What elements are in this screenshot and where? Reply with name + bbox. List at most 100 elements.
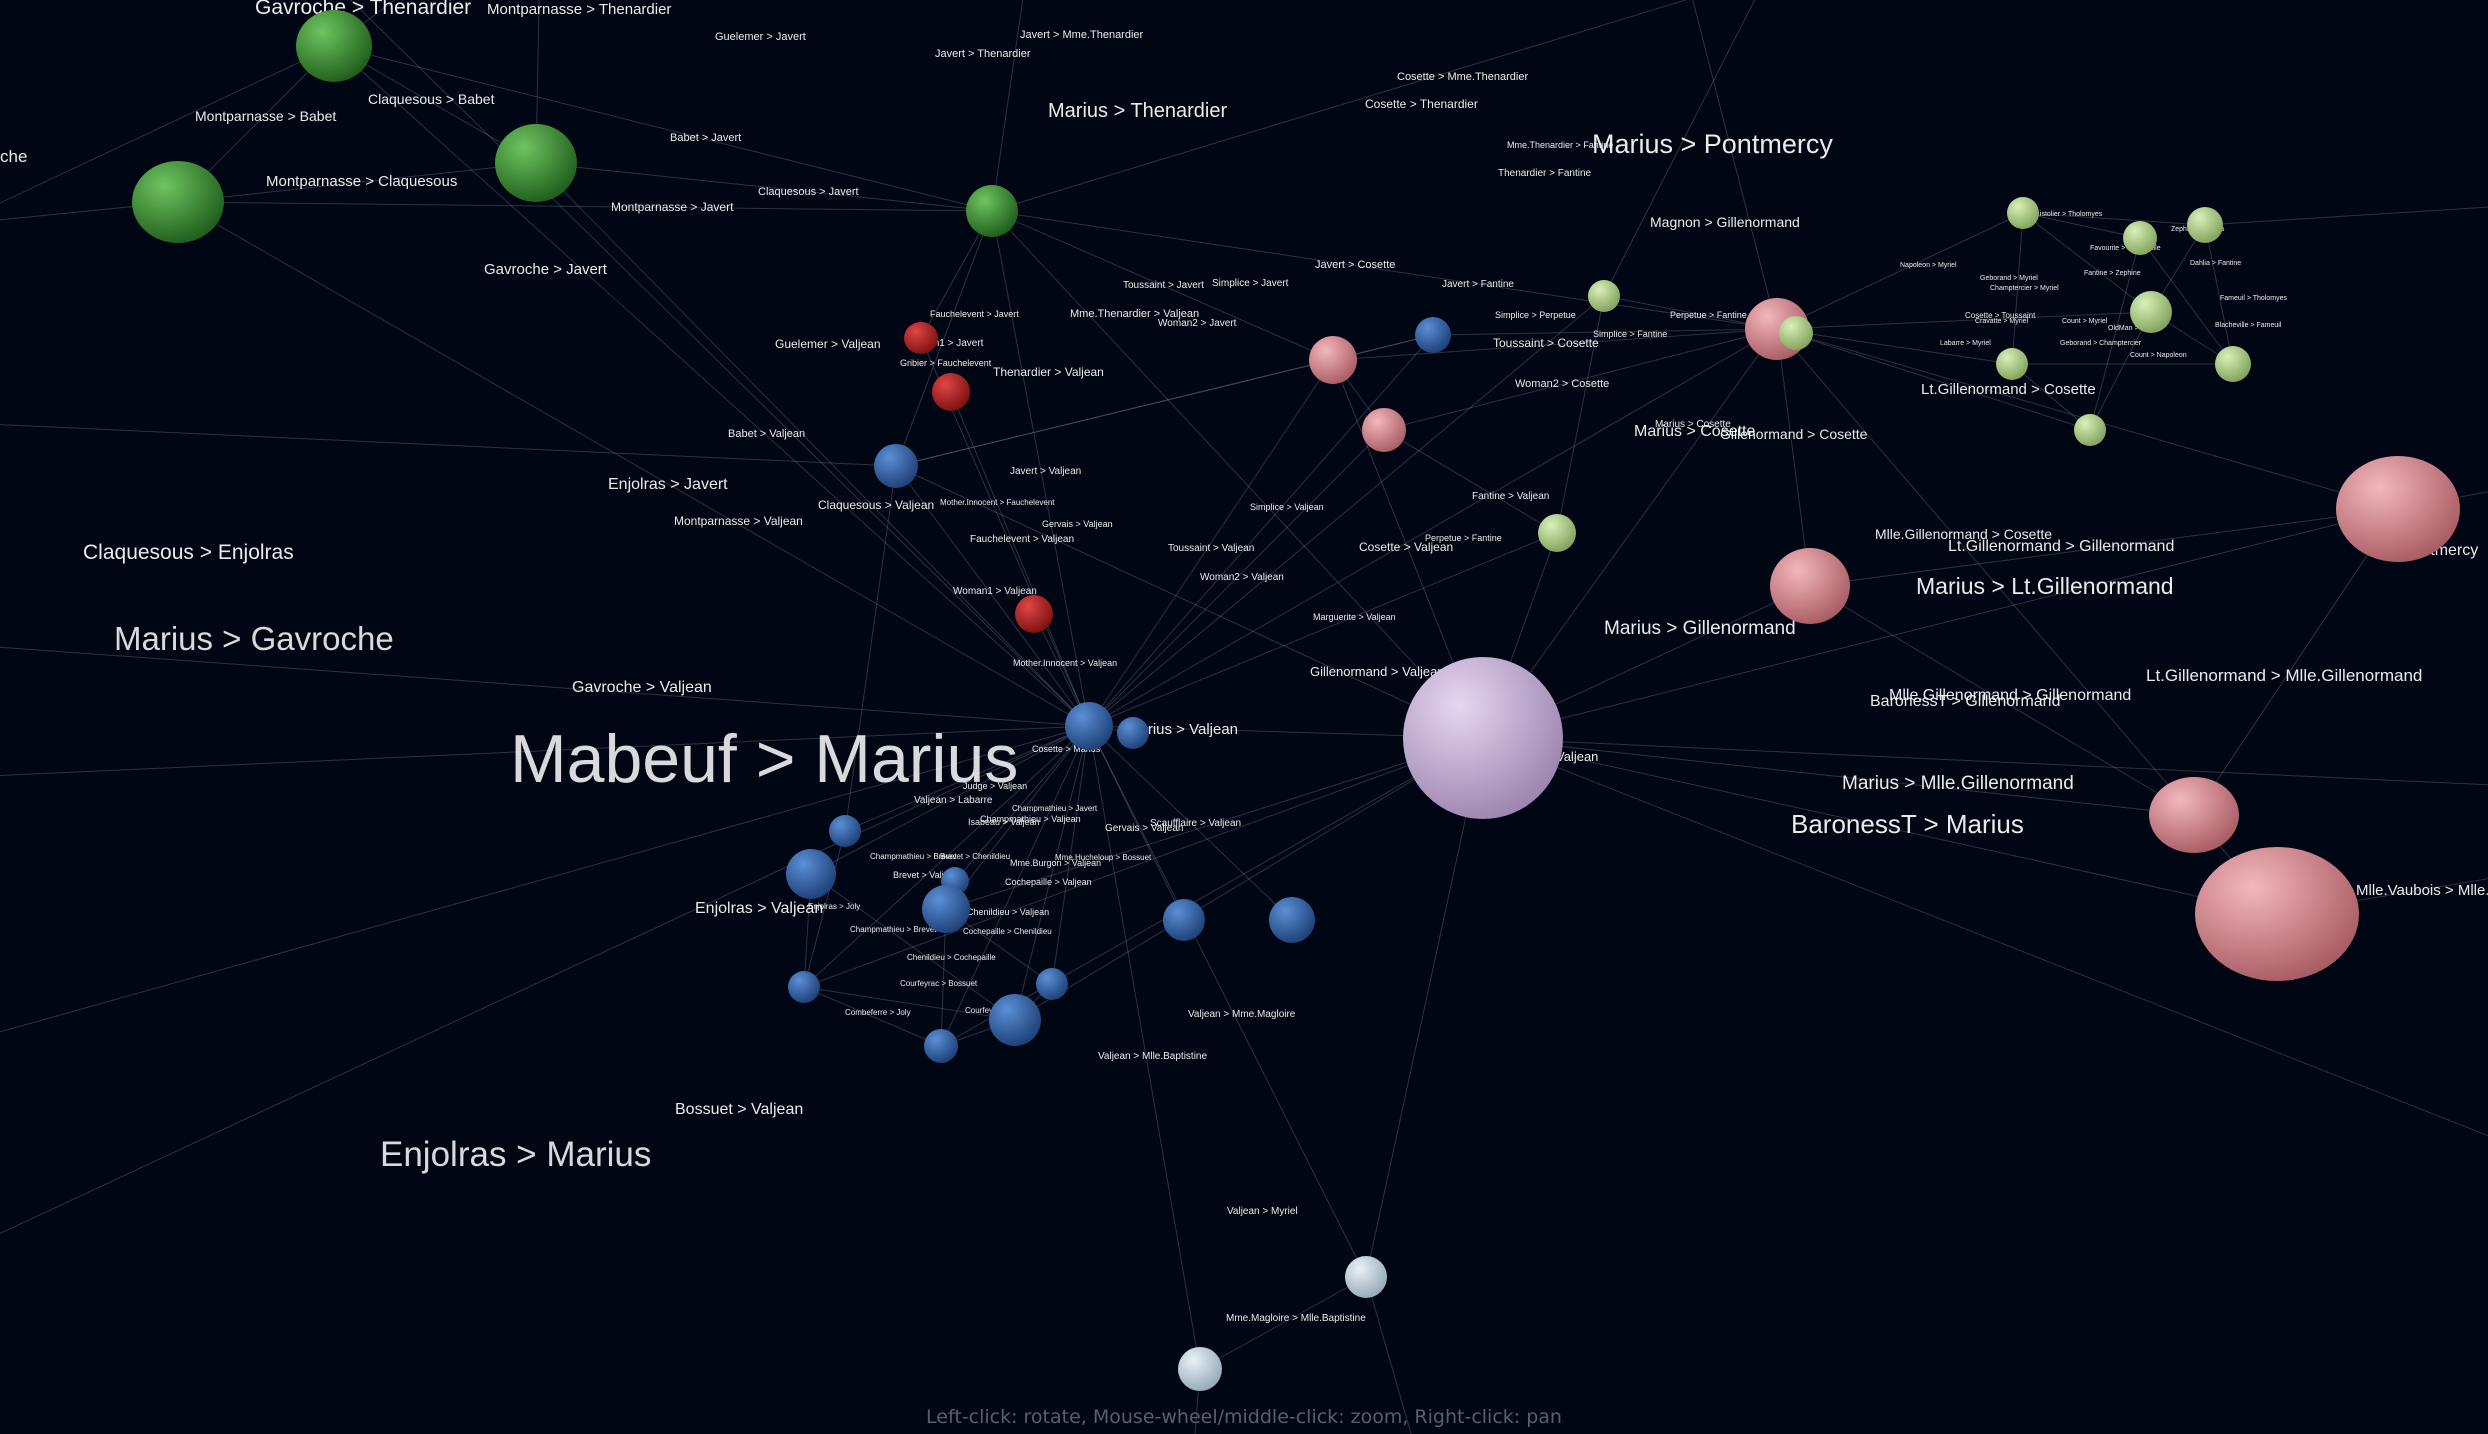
link	[2089, 237, 2141, 431]
node-babet[interactable]	[495, 124, 577, 202]
link-label: Fauchelevent > Javert	[930, 309, 1019, 319]
link	[1365, 737, 1484, 1278]
link	[2011, 212, 2024, 365]
node-joly[interactable]	[1036, 968, 1068, 1000]
link	[991, 0, 1024, 212]
link	[1776, 311, 2152, 330]
link-label: Marius > Lt.Gillenormand	[1916, 573, 2174, 599]
link	[1088, 725, 1367, 1278]
node-valjean-b[interactable]	[1117, 717, 1149, 749]
link	[2022, 212, 2206, 226]
link-label: Montparnasse > Valjean	[674, 514, 803, 528]
link	[350, 0, 1090, 727]
link-label: Mlle.Vaubois > Mlle.	[2356, 882, 2488, 899]
link-label: Cosette > Thenardier	[1365, 97, 1478, 111]
link	[2204, 206, 2488, 226]
link	[0, 201, 179, 221]
link-label: Champmathieu > Brevet	[870, 852, 957, 861]
node-champmathieu[interactable]	[786, 849, 836, 899]
link	[1776, 328, 2195, 816]
node-mlle-vaubois[interactable]	[2195, 847, 2359, 981]
node-myriel-f[interactable]	[2215, 346, 2251, 382]
node-simplice[interactable]	[1362, 408, 1406, 452]
link-label: Toussaint > Javert	[1123, 280, 1204, 291]
node-montparnasse[interactable]	[132, 161, 224, 243]
node-labarre[interactable]	[829, 815, 861, 847]
link	[1014, 737, 1484, 1021]
node-fantine[interactable]	[1588, 280, 1620, 312]
link-label: Fameuil > Tholomyes	[2220, 295, 2287, 302]
node-myriel-a[interactable]	[2007, 197, 2039, 229]
link-label: BaronessT > Gillenormand	[1870, 693, 2060, 710]
link-label: Geborand > Champtercier	[2060, 340, 2142, 347]
node-gervais[interactable]	[1269, 897, 1315, 943]
node-bossuet[interactable]	[788, 971, 820, 1003]
node-mme-magloire[interactable]	[1345, 1256, 1387, 1298]
link-label: Dahlia > Fantine	[2190, 260, 2241, 267]
node-gribier[interactable]	[932, 373, 970, 411]
link-label: Lt.Gillenormand > Cosette	[1921, 381, 2096, 398]
labels-layer: Gavroche > Thenardier Montparnasse > Then…	[0, 0, 2488, 1324]
link	[0, 45, 335, 204]
link	[803, 725, 1090, 988]
node-mlle-pontmercy[interactable]	[2336, 456, 2460, 562]
node-mlle-gillenormand[interactable]	[1770, 548, 1850, 624]
node-lt-gillenormand[interactable]	[2149, 777, 2239, 853]
link-label: Simplice > Fantine	[1593, 329, 1667, 339]
link	[1809, 585, 2195, 816]
link-label: Cosette > Marius	[1032, 744, 1101, 754]
link-label: Mme.Hucheloup > Bossuet	[1055, 853, 1152, 862]
node-gavroche[interactable]	[296, 10, 372, 82]
link	[0, 725, 1090, 1234]
node-toussaint[interactable]	[1415, 317, 1451, 353]
link-label: Enjolras > Javert	[608, 476, 728, 493]
node-woman1[interactable]	[904, 322, 938, 354]
link-label: Montparnasse > Thenardier	[487, 1, 671, 18]
link-label: Guelemer > Valjean	[775, 337, 881, 351]
node-myriel-b[interactable]	[2187, 207, 2223, 243]
node-mlle-baptistine[interactable]	[1178, 1347, 1222, 1391]
link-label: Thenardier > Valjean	[993, 365, 1104, 379]
link	[0, 725, 1090, 1033]
link	[333, 45, 1090, 727]
node-marius[interactable]	[1403, 657, 1563, 819]
node-myriel-d[interactable]	[2130, 291, 2172, 333]
node-woman2[interactable]	[1015, 595, 1053, 633]
link-label: Marius > Mlle.Gillenormand	[1842, 773, 2074, 794]
node-combeferre[interactable]	[924, 1029, 958, 1063]
link-label: Babet > Valjean	[728, 428, 805, 440]
link-label: Gavroche > Javert	[484, 261, 608, 278]
node-claquesous[interactable]	[966, 185, 1018, 237]
link	[2011, 363, 2091, 431]
nodes-layer[interactable]	[132, 10, 2460, 1391]
link-label: Marius > Gavroche	[114, 620, 394, 657]
link	[803, 737, 1484, 988]
link-label: Enjolras > Valjean	[695, 900, 823, 917]
node-myriel-g[interactable]	[2074, 414, 2106, 446]
link-label: Marius > Pontmercy	[1592, 129, 1833, 159]
node-courfeyrac[interactable]	[989, 994, 1041, 1046]
link	[1332, 328, 1778, 361]
link-label: Gavroche > Valjean	[572, 679, 712, 696]
node-cosette-a[interactable]	[1309, 336, 1357, 384]
link-label: Combeferre > Joly	[845, 1008, 911, 1017]
node-javert[interactable]	[874, 444, 918, 488]
link-label: Champmathieu > Javert	[1012, 804, 1098, 813]
node-valjean[interactable]	[1065, 702, 1113, 750]
link	[2204, 224, 2234, 365]
node-myriel-c[interactable]	[2123, 221, 2157, 255]
node-myriel-e[interactable]	[1996, 348, 2028, 380]
link	[991, 210, 1334, 361]
link-label: Isabeau > Valjean	[968, 817, 1040, 827]
link-label: Marius > Gillenormand	[1604, 618, 1796, 639]
node-magnon[interactable]	[1779, 316, 1813, 350]
node-perpetue[interactable]	[1538, 514, 1576, 552]
link-label: Mlle.Gillenormand > Cosette	[1875, 526, 2052, 542]
link-label: Count > Napoleon	[2130, 352, 2187, 359]
node-chenildieu[interactable]	[922, 885, 970, 933]
node-isabeau[interactable]	[1163, 899, 1205, 941]
link-label: Claquesous > Javert	[758, 186, 859, 198]
link	[1482, 737, 2488, 1137]
link-label: Perpetue > Fantine	[1425, 533, 1502, 543]
